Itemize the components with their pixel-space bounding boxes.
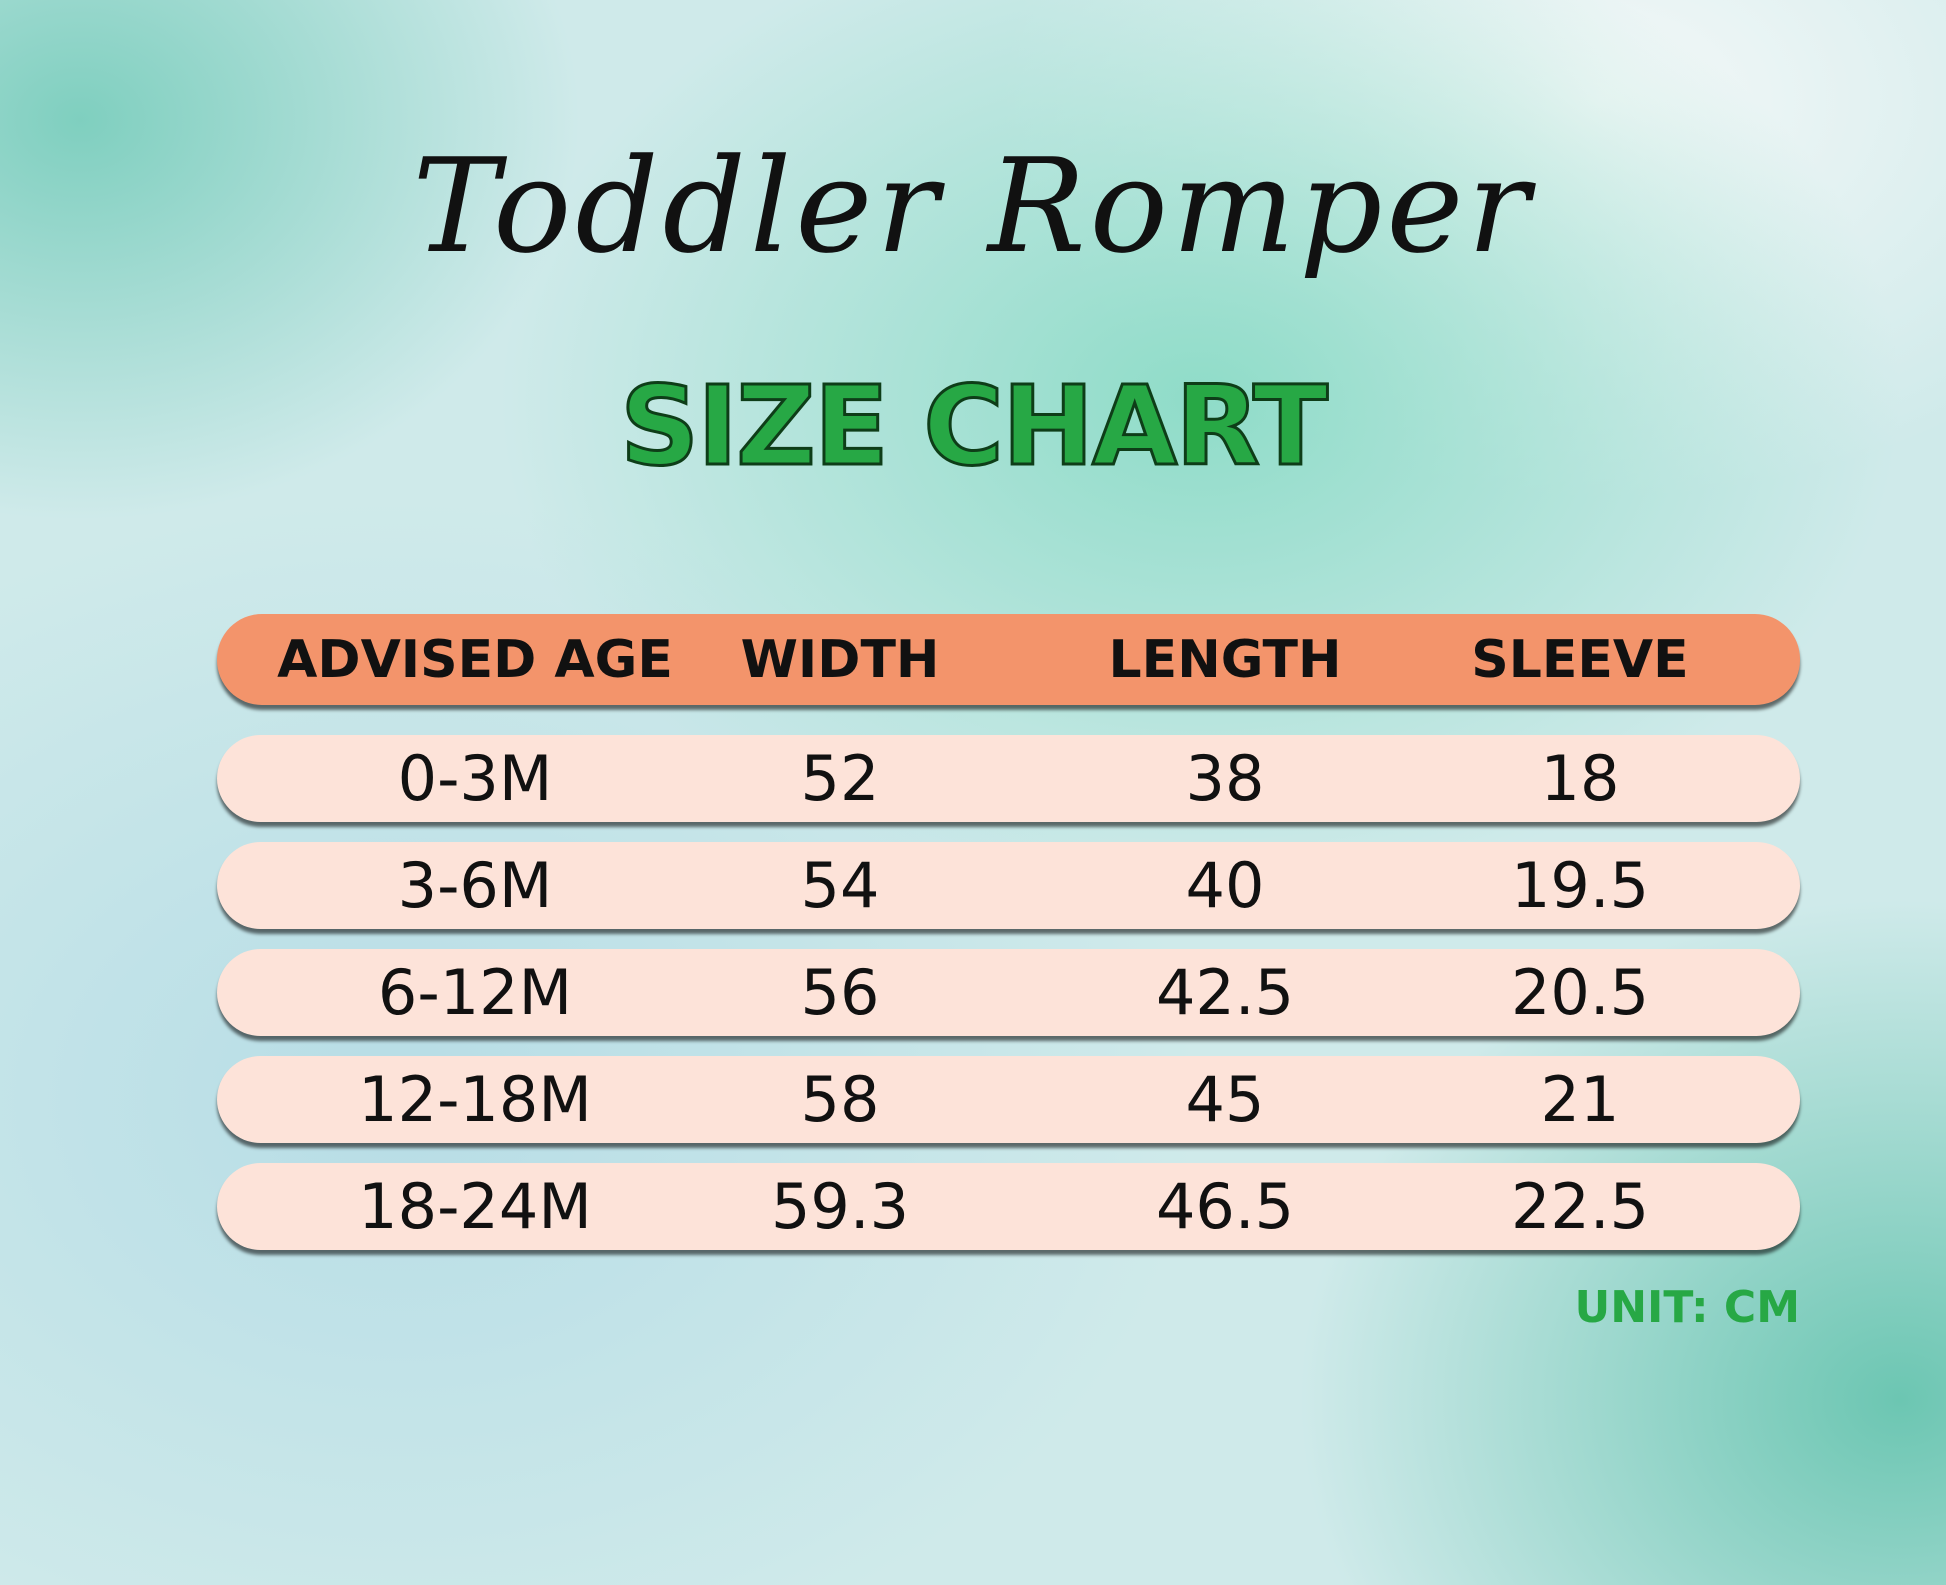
table-cell: 52	[800, 742, 880, 815]
table-cell: 19.5	[1510, 849, 1650, 922]
table-cell: 22.5	[1510, 1170, 1650, 1243]
subtitle: SIZE CHART	[618, 361, 1329, 492]
header-width: WIDTH	[740, 629, 940, 690]
table-header: ADVISED AGE WIDTH LENGTH SLEEVE	[217, 614, 1800, 705]
table-row: 0-3M 52 38 18	[217, 735, 1800, 822]
table-cell: 46.5	[1155, 1170, 1295, 1243]
table-cell: 0-3M	[397, 742, 553, 815]
header-advised-age: ADVISED AGE	[277, 629, 673, 690]
table-cell: 42.5	[1155, 956, 1295, 1029]
table-cell: 54	[800, 849, 880, 922]
table-cell: 18-24M	[358, 1170, 592, 1243]
table-cell: 12-18M	[358, 1063, 592, 1136]
title: Toddler Romper	[412, 130, 1534, 282]
table-cell: 18	[1540, 742, 1620, 815]
table-cell: 21	[1540, 1063, 1620, 1136]
unit-label: UNIT: CM	[1574, 1282, 1800, 1333]
table-row: 3-6M 54 40 19.5	[217, 842, 1800, 929]
table-cell: 56	[800, 956, 880, 1029]
table-cell: 59.3	[770, 1170, 910, 1243]
table-cell: 58	[800, 1063, 880, 1136]
table-cell: 45	[1185, 1063, 1265, 1136]
table-row: 6-12M 56 42.5 20.5	[217, 949, 1800, 1036]
table-cell: 3-6M	[397, 849, 553, 922]
table-cell: 38	[1185, 742, 1265, 815]
header-length: LENGTH	[1108, 629, 1342, 690]
table-row: 18-24M 59.3 46.5 22.5	[217, 1163, 1800, 1250]
table-cell: 6-12M	[377, 956, 573, 1029]
header-sleeve: SLEEVE	[1471, 629, 1689, 690]
table-row: 12-18M 58 45 21	[217, 1056, 1800, 1143]
table-cell: 20.5	[1510, 956, 1650, 1029]
table-cell: 40	[1185, 849, 1265, 922]
